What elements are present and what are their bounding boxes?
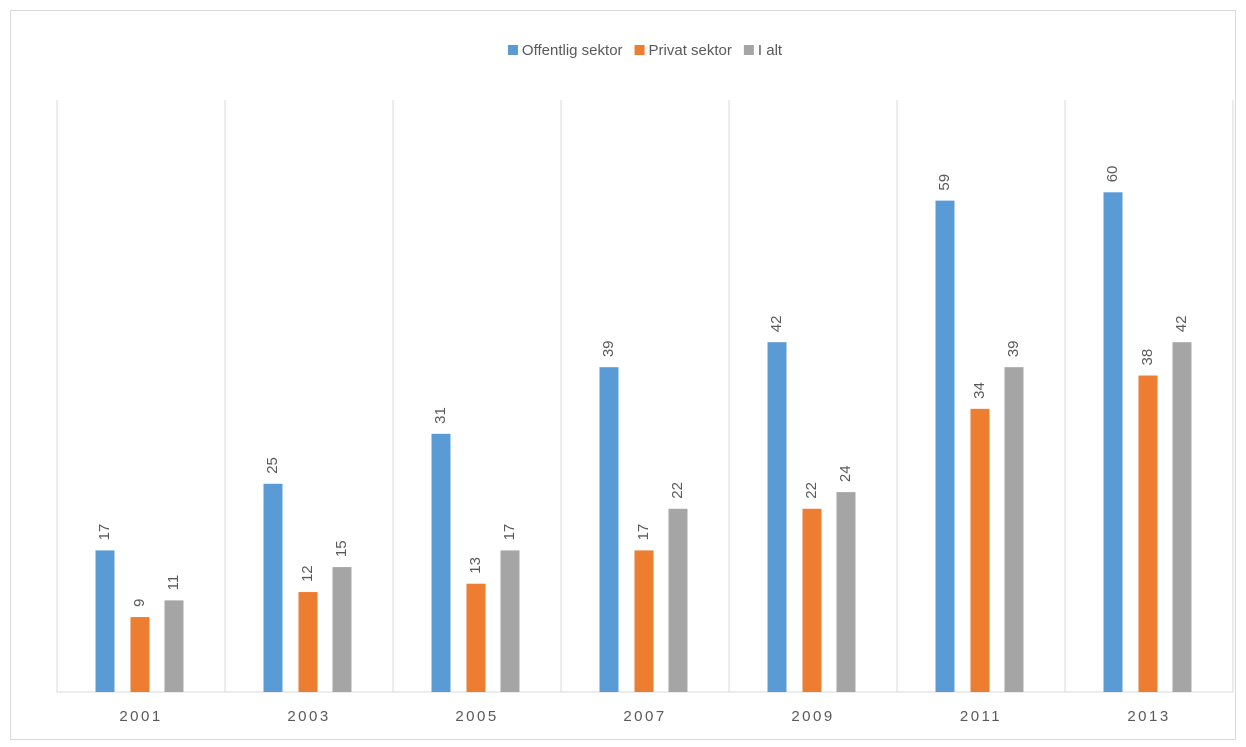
bar — [836, 492, 856, 692]
bar — [164, 600, 184, 692]
data-label: 12 — [299, 565, 316, 582]
data-label: 17 — [635, 524, 652, 541]
bar — [970, 408, 990, 692]
x-tick-label: 2001 — [119, 708, 162, 725]
legend-label: Offentlig sektor — [522, 42, 623, 59]
bar — [599, 367, 619, 692]
data-label: 17 — [501, 524, 518, 541]
x-tick-label: 2007 — [623, 708, 666, 725]
data-label: 39 — [1005, 340, 1022, 357]
bar — [95, 550, 115, 692]
data-label: 39 — [600, 340, 617, 357]
bar — [935, 200, 955, 692]
bar — [668, 508, 688, 692]
x-tick-label: 2003 — [287, 708, 330, 725]
legend-swatch — [507, 45, 518, 55]
data-label: 13 — [467, 557, 484, 574]
data-label: 9 — [131, 599, 148, 607]
bar — [298, 592, 318, 692]
data-label: 31 — [432, 407, 449, 424]
bar — [767, 342, 787, 692]
data-label: 22 — [669, 482, 686, 499]
bar — [634, 550, 654, 692]
bar — [1004, 367, 1024, 692]
bar — [263, 483, 283, 692]
legend-label: Privat sektor — [649, 42, 732, 59]
bar — [466, 583, 486, 692]
data-label: 42 — [1173, 316, 1190, 333]
data-label: 17 — [96, 524, 113, 541]
chart-border — [10, 10, 1236, 740]
bar — [500, 550, 520, 692]
data-label: 15 — [333, 540, 350, 557]
bar — [1103, 192, 1123, 693]
x-tick-label: 2005 — [455, 708, 498, 725]
data-label: 34 — [971, 382, 988, 399]
data-label: 25 — [264, 457, 281, 474]
data-label: 11 — [165, 575, 182, 591]
data-label: 42 — [768, 316, 785, 333]
data-label: 60 — [1104, 166, 1121, 183]
bar — [1172, 342, 1192, 692]
legend-swatch — [743, 45, 754, 55]
bar — [332, 567, 352, 692]
data-label: 38 — [1139, 349, 1156, 366]
x-tick-label: 2013 — [1127, 708, 1170, 725]
x-tick-label: 2009 — [791, 708, 834, 725]
legend-swatch — [634, 45, 645, 55]
bar — [802, 508, 822, 692]
x-tick-label: 2011 — [960, 708, 1002, 725]
data-label: 22 — [803, 482, 820, 499]
bar — [1138, 375, 1158, 692]
data-label: 24 — [837, 465, 854, 482]
data-label: 59 — [936, 174, 953, 191]
bar — [130, 617, 150, 692]
bar — [431, 433, 451, 692]
legend-label: I alt — [758, 42, 783, 59]
